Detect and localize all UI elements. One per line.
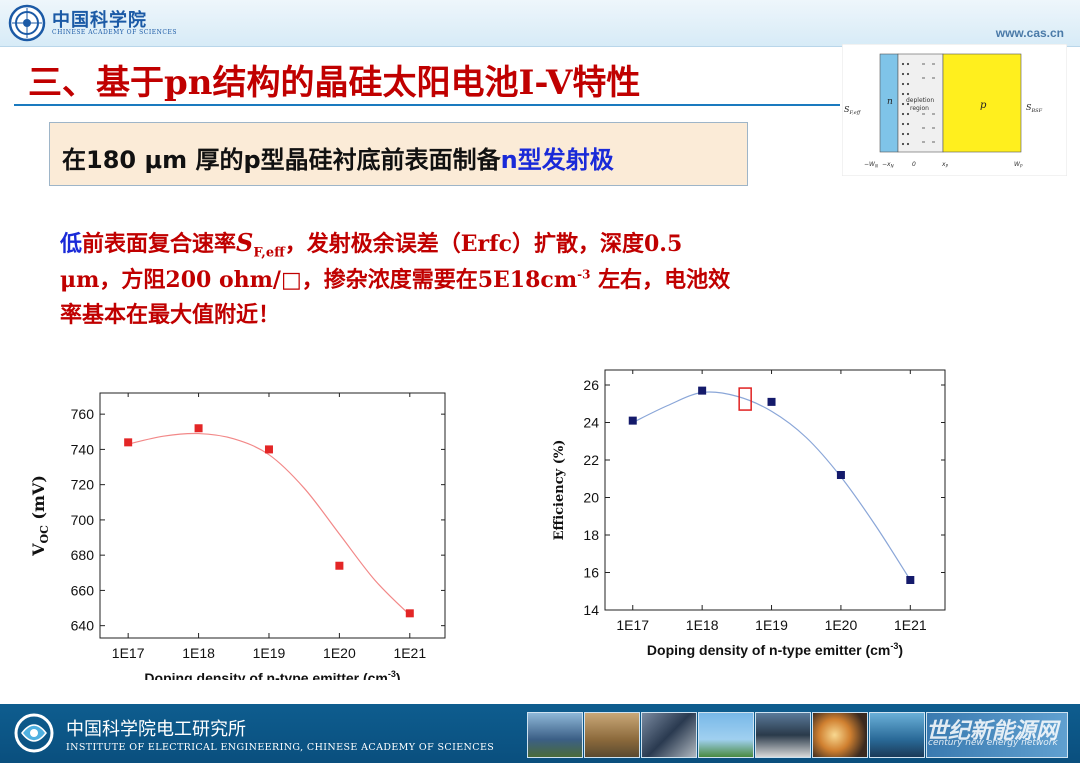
footer-photo-6	[812, 712, 868, 758]
subtitle-highlight: n型发射极	[500, 146, 614, 174]
iee-logo-icon	[14, 713, 54, 753]
logo-text-en: CHINESE ACADEMY OF SCIENCES	[52, 29, 177, 36]
depletion-dots	[901, 62, 910, 146]
y-tick-label: 700	[71, 512, 95, 528]
data-point	[698, 386, 707, 395]
paragraph-line-2: μm，方阻200 ohm/□，掺杂浓度需要在5E18cm-3 左右，电池效	[60, 262, 730, 294]
x-tick-label: 1E18	[686, 617, 719, 633]
y-tick-label: 660	[71, 582, 95, 598]
watermark-en: century new energy network	[928, 738, 1058, 748]
header-bar	[0, 0, 1080, 47]
diagram-axis-label: −WN	[864, 161, 878, 169]
data-point	[836, 471, 845, 479]
paragraph-sup: -3	[577, 267, 591, 282]
paragraph-blue-word: 低	[60, 231, 83, 257]
depletion-label-2: region	[910, 105, 929, 112]
s-bsf-label: SBSF	[1026, 103, 1043, 114]
y-tick-label: 22	[583, 452, 599, 468]
y-tick-label: 680	[71, 547, 95, 563]
y-tick-label: 18	[583, 527, 599, 543]
y-tick-label: 14	[583, 602, 599, 618]
data-point	[405, 609, 414, 618]
voc-chart: 640 660 680 700 720 740 760 1E17 1E18 1E19 1E20 1E2…	[30, 392, 446, 680]
n-label: n	[887, 97, 893, 107]
cas-logo-icon	[8, 4, 46, 42]
data-point	[335, 561, 344, 570]
x-tick-label: 1E20	[825, 617, 858, 633]
paragraph-text-1b: ，发射极余误差（Erfc）扩散，深度0.5	[284, 231, 683, 257]
depletion-region	[897, 53, 944, 153]
paragraph-line-1: 低前表面复合速率SF,eff，发射极余误差（Erfc）扩散，深度0.5	[60, 226, 682, 260]
x-axis-label: Doping density of n-type emitter (cm-3)	[647, 641, 903, 658]
footer-photo-7	[869, 712, 925, 758]
logo-text-cn: 中国科学院	[52, 10, 147, 31]
footer-photo-3	[641, 712, 697, 758]
depletion-dashes	[922, 63, 935, 143]
footer-institute-en: INSTITUTE OF ELECTRICAL ENGINEERING, CHI…	[66, 742, 495, 753]
subtitle-text: 在180 μm 厚的p型晶硅衬底前表面制备n型发射极	[62, 140, 614, 175]
p-region	[942, 53, 1022, 153]
paragraph-text-2a: μm，方阻200 ohm/□，掺杂浓度需要在5E18cm	[60, 267, 578, 293]
subtitle-box	[49, 122, 748, 186]
symbol-s: S	[236, 228, 254, 257]
efficiency-chart: 14 16 18 20 22 24 26 1E17 1E18 1E19 1E20 1E21 Doping…	[552, 369, 946, 658]
y-tick-label: 24	[583, 415, 599, 431]
x-tick-label: 1E21	[894, 617, 927, 633]
paragraph-text-2b: 左右，电池效	[590, 267, 731, 293]
diagram-axis-label: WP	[1014, 161, 1023, 169]
data-point	[767, 397, 776, 406]
x-axis-label: Doping density of n-type emitter (cm-3)	[144, 669, 400, 680]
x-tick-label: 1E21	[393, 645, 426, 661]
paragraph-text-1a: 前表面复合速率	[82, 231, 237, 257]
subtitle-prefix: 在180 μm 厚的p型晶硅衬底前表面制备	[62, 146, 501, 174]
data-point	[124, 438, 133, 447]
plot-frame	[99, 392, 446, 639]
x-tick-label: 1E20	[323, 645, 356, 661]
data-point	[264, 445, 273, 454]
y-tick-label: 20	[583, 490, 599, 506]
website-link[interactable]: www.cas.cn	[995, 26, 1064, 40]
symbol-s-sub: F,eff	[253, 245, 285, 261]
y-axis-label: VOC (mV)	[30, 475, 51, 557]
y-tick-label: 26	[583, 377, 599, 393]
diagram-axis-label: −xN	[882, 161, 894, 169]
s-feff-label: SF,eff	[844, 105, 862, 116]
pn-structure-diagram: n p depletion region SF,eff SBSF −WN −xN 0…	[842, 44, 1067, 176]
title-divider	[14, 104, 840, 106]
watermark-cn: 世纪新能源网	[926, 719, 1059, 744]
x-tick-label: 1E19	[253, 645, 286, 661]
depletion-label-1: depletion	[906, 97, 934, 104]
y-axis-label: Efficiency (%)	[552, 440, 567, 541]
fit-curve	[128, 432, 411, 616]
fit-curve	[632, 391, 911, 581]
x-tick-label: 1E17	[112, 645, 145, 661]
y-tick-label: 740	[71, 441, 95, 457]
x-tick-label: 1E18	[182, 645, 215, 661]
data-point	[906, 576, 915, 584]
page-title: 三、基于pn结构的晶硅太阳电池I-V特性	[28, 63, 641, 103]
y-tick-label: 16	[583, 565, 599, 581]
paragraph-line-3: 率基本在最大值附近！	[60, 302, 281, 328]
diagram-axis-label: 0	[912, 161, 916, 168]
y-tick-label: 720	[71, 477, 95, 493]
footer-photo-8	[926, 712, 1068, 758]
footer-photo-1	[527, 712, 583, 758]
data-point	[194, 424, 203, 433]
diagram-axis-label: xP	[941, 161, 949, 169]
x-tick-label: 1E17	[616, 617, 649, 633]
diagram-axis-labels: −WN −xN 0 xP WP	[864, 161, 1023, 169]
data-point	[628, 416, 637, 425]
footer-photo-5	[755, 712, 811, 758]
footer-institute-cn: 中国科学院电工研究所	[66, 719, 246, 740]
x-tick-label: 1E19	[755, 617, 788, 633]
plot-frame	[604, 369, 946, 611]
p-label: p	[980, 100, 987, 111]
y-tick-label: 640	[71, 618, 95, 634]
y-tick-label: 760	[71, 406, 95, 422]
footer-photo-4	[698, 712, 754, 758]
footer-photo-2	[584, 712, 640, 758]
optimum-highlight-box	[738, 387, 752, 411]
